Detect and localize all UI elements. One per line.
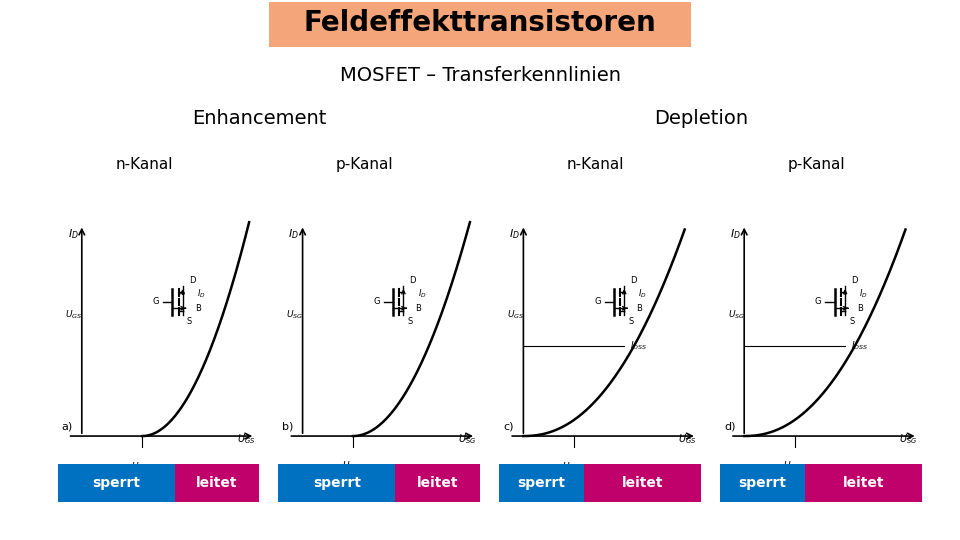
Text: $U_{GS}$: $U_{GS}$	[507, 308, 524, 321]
Text: $I_D$: $I_D$	[197, 288, 205, 300]
Text: $U_{GS}$: $U_{GS}$	[237, 432, 255, 445]
Text: G: G	[153, 298, 159, 306]
Text: sperrt: sperrt	[92, 476, 140, 490]
Text: leitet: leitet	[842, 476, 884, 490]
Text: Feldeffekttransistoren: Feldeffekttransistoren	[303, 9, 657, 37]
Text: S: S	[186, 317, 192, 326]
Text: $I_D$: $I_D$	[67, 227, 79, 241]
Bar	[175, 464, 259, 502]
Text: B: B	[416, 303, 421, 313]
Text: b): b)	[282, 421, 294, 431]
Text: $I_D$: $I_D$	[509, 227, 520, 241]
Text: $U_{GS}$: $U_{GS}$	[65, 308, 83, 321]
Bar	[804, 464, 922, 502]
Text: $U_{t,Ep}$: $U_{t,Ep}$	[342, 460, 364, 474]
Text: $U_{SG}$: $U_{SG}$	[728, 308, 745, 321]
Bar	[278, 464, 396, 502]
Text: Depletion: Depletion	[654, 109, 748, 129]
Text: p-Kanal: p-Kanal	[787, 157, 845, 172]
Text: D: D	[851, 275, 857, 285]
Bar	[58, 464, 175, 502]
Bar	[584, 464, 701, 502]
Text: sperrt: sperrt	[313, 476, 361, 490]
Text: D: D	[630, 275, 636, 285]
Text: $U_{t,En}$: $U_{t,En}$	[132, 460, 154, 472]
Text: $I_D$: $I_D$	[731, 227, 741, 241]
Text: d): d)	[724, 421, 735, 431]
Text: S: S	[849, 317, 854, 326]
Text: p-Kanal: p-Kanal	[336, 157, 394, 172]
Text: Enhancement: Enhancement	[192, 109, 326, 129]
Text: G: G	[594, 298, 601, 306]
Text: B: B	[195, 303, 201, 313]
Text: G: G	[815, 298, 822, 306]
Text: MOSFET – Transferkennlinien: MOSFET – Transferkennlinien	[340, 66, 620, 85]
Text: n-Kanal: n-Kanal	[115, 157, 173, 172]
Text: S: S	[407, 317, 413, 326]
Text: $U_{t,Dp}$: $U_{t,Dp}$	[783, 460, 806, 474]
Text: B: B	[636, 303, 642, 313]
Bar	[269, 2, 691, 46]
Text: $U_{SG}$: $U_{SG}$	[900, 432, 918, 445]
Text: leitet: leitet	[196, 476, 238, 490]
Text: D: D	[189, 275, 195, 285]
Text: G: G	[373, 298, 380, 306]
Text: $I_D$: $I_D$	[638, 288, 647, 300]
Text: D: D	[409, 275, 416, 285]
Text: B: B	[857, 303, 863, 313]
Text: $I_D$: $I_D$	[288, 227, 300, 241]
Text: S: S	[628, 317, 634, 326]
Text: $I_D$: $I_D$	[859, 288, 868, 300]
Bar	[396, 464, 480, 502]
Text: sperrt: sperrt	[517, 476, 565, 490]
Bar	[499, 464, 584, 502]
Text: a): a)	[61, 421, 73, 431]
Text: leitet: leitet	[417, 476, 459, 490]
Text: $I_{DSS}$: $I_{DSS}$	[630, 340, 648, 353]
Text: n-Kanal: n-Kanal	[566, 157, 624, 172]
Text: $U_{SG}$: $U_{SG}$	[458, 432, 476, 445]
Text: sperrt: sperrt	[738, 476, 786, 490]
Text: $U_{t,Dn}$: $U_{t,Dn}$	[563, 460, 586, 472]
Bar	[720, 464, 804, 502]
Text: leitet: leitet	[621, 476, 663, 490]
Text: $U_{SG}$: $U_{SG}$	[286, 308, 303, 321]
Text: $I_D$: $I_D$	[418, 288, 426, 300]
Text: $U_{GS}$: $U_{GS}$	[679, 432, 697, 445]
Text: $I_{DSS}$: $I_{DSS}$	[851, 340, 869, 353]
Text: c): c)	[503, 421, 514, 431]
